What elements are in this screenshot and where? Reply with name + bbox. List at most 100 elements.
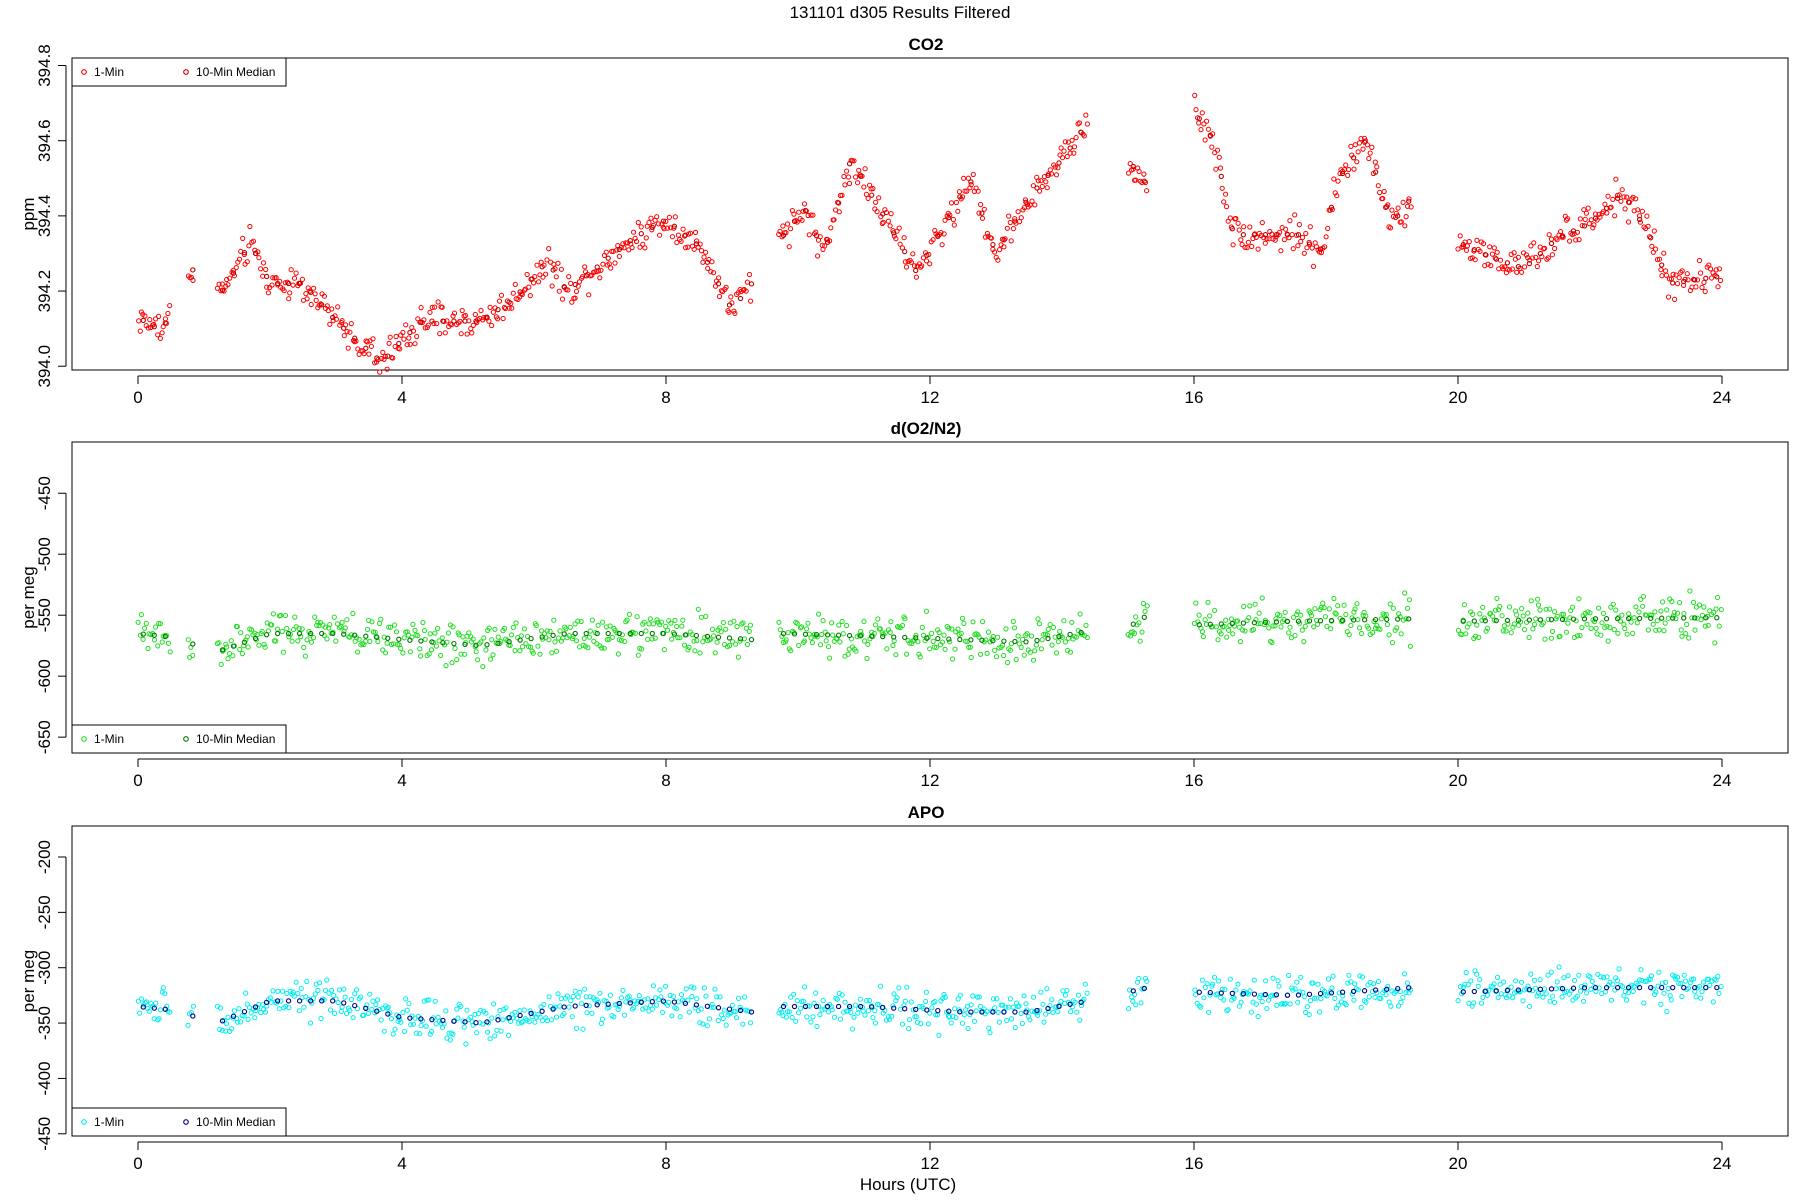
data-point — [454, 1006, 460, 1012]
data-point — [1139, 629, 1145, 635]
data-point — [1462, 981, 1468, 988]
data-point — [670, 993, 676, 1000]
data-point — [1712, 640, 1718, 646]
data-point — [1455, 246, 1461, 252]
data-point — [853, 648, 859, 654]
data-point — [586, 634, 593, 640]
median-point — [957, 1009, 963, 1015]
data-point — [291, 993, 297, 999]
data-point — [734, 623, 740, 630]
data-point — [1359, 974, 1366, 980]
data-point — [1684, 621, 1690, 628]
data-point — [1307, 610, 1314, 616]
data-point — [1144, 978, 1150, 984]
median-point — [715, 634, 722, 640]
data-point — [481, 315, 487, 321]
data-point — [1540, 994, 1546, 1000]
data-point — [397, 346, 403, 352]
data-point — [347, 329, 353, 335]
data-point — [746, 271, 753, 278]
data-point — [1044, 986, 1050, 992]
data-point — [1673, 616, 1679, 622]
data-point — [834, 996, 840, 1002]
data-point — [481, 635, 487, 641]
data-point — [791, 211, 797, 217]
data-point — [1077, 611, 1083, 617]
data-point — [292, 614, 298, 620]
data-point — [1225, 1007, 1231, 1013]
data-point — [301, 1004, 307, 1010]
data-point — [1038, 646, 1045, 652]
data-point — [1407, 643, 1414, 649]
median-point — [473, 1020, 479, 1026]
data-point — [227, 275, 233, 281]
data-point — [825, 1009, 832, 1015]
data-point — [1222, 986, 1228, 993]
data-point — [896, 985, 902, 991]
data-point — [1206, 1009, 1212, 1015]
data-point — [225, 282, 231, 288]
data-point — [1291, 614, 1297, 620]
data-point — [952, 1006, 958, 1012]
data-point — [816, 1003, 822, 1009]
data-point — [1521, 627, 1528, 633]
median-point — [1636, 615, 1643, 622]
data-point — [1633, 604, 1639, 610]
data-point — [303, 994, 309, 1000]
median-point — [1317, 990, 1324, 997]
data-point — [923, 258, 930, 264]
data-point — [1549, 628, 1556, 635]
data-point — [160, 324, 166, 330]
y-tick-label: -200 — [35, 840, 54, 874]
data-point — [464, 1007, 470, 1013]
data-point — [862, 638, 868, 644]
data-point — [691, 246, 697, 252]
data-point — [488, 656, 494, 662]
data-point — [697, 1020, 703, 1026]
median-point — [1306, 618, 1313, 624]
data-point — [698, 614, 705, 620]
data-point — [747, 1020, 754, 1026]
data-point — [650, 621, 657, 627]
data-point — [840, 631, 846, 637]
data-point — [855, 1010, 861, 1016]
median-point — [1460, 618, 1466, 624]
data-point — [1367, 150, 1373, 156]
data-point — [1536, 258, 1542, 264]
data-point — [353, 987, 360, 993]
data-point — [159, 330, 165, 336]
data-point — [688, 984, 694, 990]
data-point — [238, 1019, 244, 1025]
data-point — [872, 622, 879, 628]
data-point — [1238, 999, 1244, 1005]
median-point — [1625, 199, 1632, 205]
median-point — [1395, 616, 1401, 622]
data-point — [1599, 620, 1605, 626]
median-point — [1548, 986, 1555, 992]
data-point — [512, 281, 518, 287]
data-point — [1077, 1017, 1083, 1023]
data-point — [1563, 988, 1570, 994]
data-point — [1274, 1002, 1280, 1008]
data-point — [1351, 166, 1357, 172]
data-point — [796, 642, 802, 649]
data-point — [1582, 982, 1588, 988]
data-point — [726, 309, 732, 315]
median-point — [1714, 615, 1720, 621]
median-point — [968, 179, 974, 185]
data-point — [968, 654, 974, 661]
data-point — [631, 1005, 637, 1011]
data-point — [143, 620, 149, 627]
median-point — [835, 1003, 842, 1010]
median-point — [748, 281, 755, 287]
data-point — [607, 992, 614, 998]
data-point — [705, 265, 711, 271]
data-point — [859, 632, 865, 638]
data-point — [439, 635, 445, 641]
data-point — [1215, 637, 1221, 643]
median-point — [1603, 205, 1610, 211]
data-point — [386, 624, 392, 630]
data-point — [1133, 614, 1139, 620]
median-point — [1045, 1005, 1051, 1012]
data-point — [1323, 234, 1329, 240]
